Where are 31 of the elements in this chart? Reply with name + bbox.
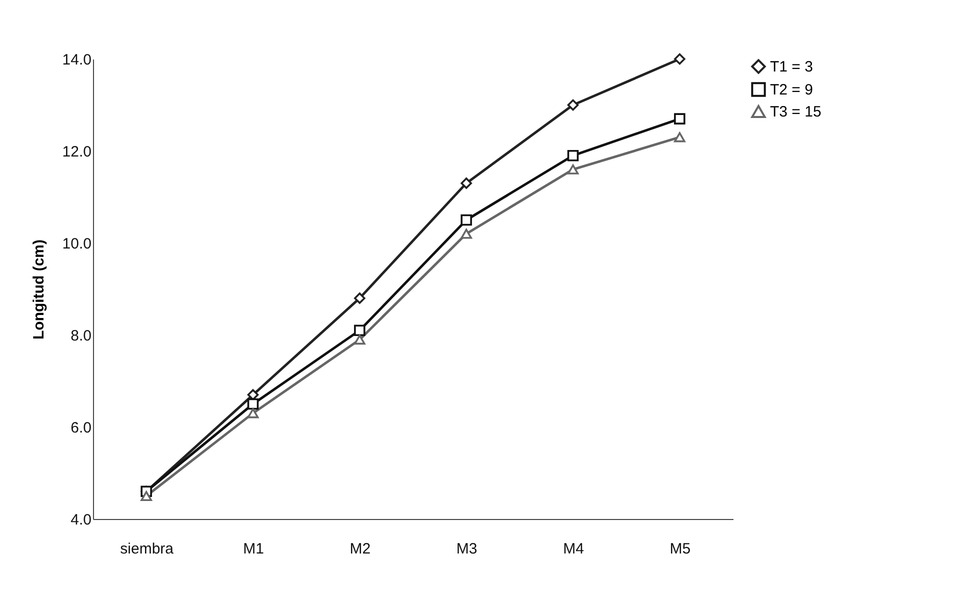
y-tick-label: 14.0	[62, 52, 92, 68]
point	[567, 150, 579, 162]
point	[354, 292, 366, 304]
legend-label: T3 = 15	[770, 104, 822, 120]
point	[354, 334, 366, 345]
point	[247, 408, 259, 418]
y-tick-label: 6.0	[70, 420, 92, 436]
point	[354, 324, 366, 336]
y-tick-label: 4.0	[70, 512, 92, 528]
point	[674, 132, 686, 142]
x-tick-label: M3	[456, 540, 478, 558]
x-tick-label: siembra	[120, 540, 174, 558]
point	[460, 214, 472, 226]
x-tick-label: M2	[350, 540, 371, 558]
y-tick-label: 12.0	[62, 144, 92, 160]
point	[140, 490, 152, 502]
x-tick-label: M4	[563, 540, 584, 558]
point	[674, 113, 686, 124]
legend-label: T2 = 9	[770, 82, 813, 98]
legend-label: T1 = 3	[770, 58, 813, 76]
y-tick-label: 8.0	[70, 328, 92, 344]
point	[567, 99, 579, 111]
y-axis-title: Longitud (cm)	[30, 240, 48, 340]
point	[460, 228, 472, 239]
point	[247, 398, 259, 410]
point	[674, 53, 686, 65]
x-tick-label: M1	[243, 540, 264, 558]
x-tick-label: M5	[670, 540, 691, 558]
point	[460, 178, 472, 189]
point	[567, 164, 579, 174]
y-tick-label: 10.0	[62, 236, 92, 252]
